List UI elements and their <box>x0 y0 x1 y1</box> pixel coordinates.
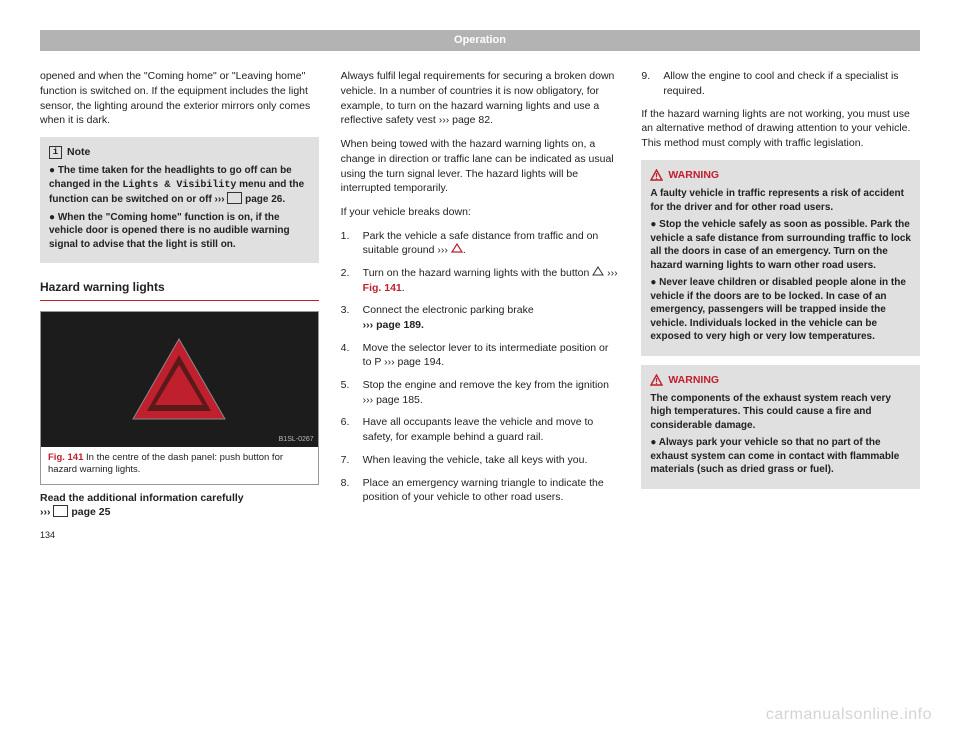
step-9: Allow the engine to cool and check if a … <box>641 69 920 98</box>
column-1: opened and when the "Coming home" or "Le… <box>40 69 319 541</box>
step-7: When leaving the vehicle, take all keys … <box>341 453 620 468</box>
warning-box-2: WARNING The components of the exhaust sy… <box>641 365 920 489</box>
towing-paragraph: When being towed with the hazard warning… <box>341 137 620 196</box>
page-number: 134 <box>40 529 319 542</box>
manual-page: Operation opened and when the "Coming ho… <box>40 30 920 542</box>
section-title: Hazard warning lights <box>40 279 319 296</box>
step-2: Turn on the hazard warning lights with t… <box>341 266 620 295</box>
column-3: Allow the engine to cool and check if a … <box>641 69 920 541</box>
book-ref-icon <box>53 505 68 517</box>
warning-icon <box>451 243 463 253</box>
warning-title-row: WARNING <box>650 168 911 182</box>
step-1: Park the vehicle a safe distance from tr… <box>341 229 620 258</box>
warning-icon <box>650 374 663 386</box>
figure-box: B1SL-0267 Fig. 141 In the centre of the … <box>40 311 319 485</box>
warning-1-bullet-2: ● Never leave children or disabled peopl… <box>650 276 911 344</box>
note-title: Note <box>67 145 90 159</box>
hazard-svg <box>129 335 229 425</box>
note-bullet-1: ● The time taken for the headlights to g… <box>49 164 310 207</box>
hazard-triangle-icon <box>129 335 229 425</box>
section-divider <box>40 300 319 301</box>
figure-code: B1SL-0267 <box>279 435 314 445</box>
warning-title: WARNING <box>668 373 719 387</box>
warning-1-text: A faulty vehicle in traffic represents a… <box>650 187 911 214</box>
note-box: i Note ● The time taken for the headligh… <box>40 137 319 263</box>
column-2: Always fulfil legal requirements for sec… <box>341 69 620 541</box>
step-4: Move the selector lever to its intermedi… <box>341 341 620 370</box>
figure-image: B1SL-0267 <box>41 312 318 447</box>
intro-paragraph: opened and when the "Coming home" or "Le… <box>40 69 319 128</box>
warning-icon <box>650 169 663 181</box>
step-5: Stop the engine and remove the key from … <box>341 378 620 407</box>
info-icon: i <box>49 146 62 159</box>
read-more: Read the additional information carefull… <box>40 491 319 520</box>
note-title-row: i Note <box>49 145 310 159</box>
step-6: Have all occupants leave the vehicle and… <box>341 415 620 444</box>
breakdown-intro: If your vehicle breaks down: <box>341 205 620 220</box>
step-3: Connect the electronic parking brake››› … <box>341 303 620 332</box>
warning-title-row: WARNING <box>650 373 911 387</box>
figure-caption: Fig. 141 In the centre of the dash panel… <box>41 447 318 484</box>
warning-title: WARNING <box>668 168 719 182</box>
warning-1-bullet-1: ● Stop the vehicle safely as soon as pos… <box>650 218 911 272</box>
warning-2-bullet-1: ● Always park your vehicle so that no pa… <box>650 436 911 477</box>
page-header: Operation <box>40 30 920 51</box>
alt-method-paragraph: If the hazard warning lights are not wor… <box>641 107 920 151</box>
warning-box-1: WARNING A faulty vehicle in traffic repr… <box>641 160 920 356</box>
steps-list: Park the vehicle a safe distance from tr… <box>341 229 620 505</box>
watermark: carmanualsonline.info <box>766 706 932 724</box>
steps-list-cont: Allow the engine to cool and check if a … <box>641 69 920 98</box>
figure-number: Fig. 141 <box>48 452 83 463</box>
legal-paragraph: Always fulfil legal requirements for sec… <box>341 69 620 128</box>
note-bullet-2: ● When the "Coming home" function is on,… <box>49 211 310 252</box>
book-ref-icon <box>227 192 242 204</box>
warning-2-text: The components of the exhaust system rea… <box>650 392 911 433</box>
hazard-button-icon <box>592 266 604 276</box>
step-8: Place an emergency warning triangle to i… <box>341 476 620 505</box>
columns: opened and when the "Coming home" or "Le… <box>40 69 920 541</box>
